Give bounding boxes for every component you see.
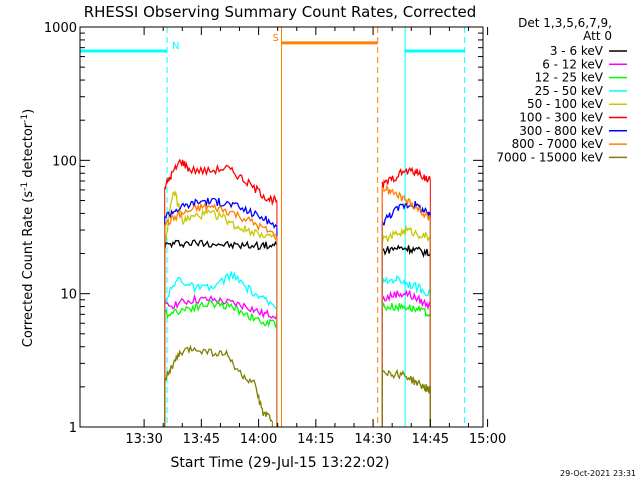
x-tick-label: 14:00: [240, 432, 277, 447]
y-tick-label: 1: [69, 421, 77, 436]
series-path: [164, 202, 278, 241]
plot-frame: [79, 26, 484, 428]
series-path: [381, 368, 431, 394]
y-label-sup2: -1: [20, 114, 30, 123]
series-path: [164, 190, 278, 243]
series-line: [164, 289, 431, 427]
legend-label: 6 - 12 keV: [542, 57, 604, 71]
flag-lines: [79, 27, 466, 427]
flag-label: S: [273, 33, 279, 44]
y-label-main: Corrected Count Rate (s: [21, 191, 36, 348]
series-path: [381, 244, 431, 259]
series-path: [381, 224, 431, 245]
y-label-end: ): [21, 109, 36, 114]
series-path: [164, 197, 278, 230]
y-label-mid: detector: [21, 122, 36, 182]
x-tick-label: 14:15: [297, 432, 334, 447]
y-tick-label: 1000: [44, 21, 77, 36]
legend-label: 25 - 50 keV: [535, 84, 604, 98]
series-path: [381, 289, 431, 311]
legend-label: 3 - 6 keV: [550, 44, 604, 58]
y-tick-label: 100: [52, 154, 77, 169]
x-tick-label: 13:45: [183, 432, 220, 447]
series-path: [381, 184, 431, 221]
x-tick-label: 13:30: [125, 432, 162, 447]
y-axis-label: Corrected Count Rate (s-1 detector-1): [20, 109, 36, 347]
series-path: [164, 293, 278, 320]
series-path: [381, 302, 431, 318]
series-path: [164, 239, 278, 251]
y-label-sup1: -1: [20, 182, 30, 191]
series-path: [164, 270, 278, 310]
x-tick-label: 15:00: [469, 432, 506, 447]
series-group: [164, 158, 431, 427]
x-tick-label: 14:45: [412, 432, 449, 447]
legend-label: 300 - 800 keV: [519, 124, 603, 138]
series-path: [164, 344, 273, 422]
series-path: [164, 158, 278, 206]
legend-header-line1: Det 1,3,5,6,7,9,: [518, 16, 612, 30]
series-line: [164, 344, 431, 427]
legend-label: 800 - 7000 keV: [512, 137, 604, 151]
timestamp: 29-Oct-2021 23:31: [560, 469, 636, 478]
flag-label: N: [172, 41, 179, 52]
y-axis: 1 10 100 1000: [44, 21, 483, 436]
series-path: [164, 299, 278, 329]
legend-header-line2: Att 0: [583, 29, 612, 43]
plot-area: NS: [79, 26, 484, 428]
legend-label: 100 - 300 keV: [519, 111, 603, 125]
legend-label: 50 - 100 keV: [527, 97, 604, 111]
series-path: [381, 200, 431, 226]
series-path: [381, 166, 431, 189]
y-tick-label: 10: [60, 288, 77, 303]
series-line: [164, 299, 431, 427]
x-tick-label: 14:30: [354, 432, 391, 447]
x-axis-label: Start Time (29-Jul-15 13:22:02): [170, 455, 389, 471]
series-path: [381, 274, 431, 297]
chart-title: RHESSI Observing Summary Count Rates, Co…: [84, 3, 477, 21]
x-axis: 13:30 13:45 14:00 14:15 14:30 14:45 15:00: [125, 27, 506, 447]
legend-label: 12 - 25 keV: [535, 71, 604, 85]
series-line: [164, 239, 431, 427]
series-line: [164, 197, 431, 427]
legend-label: 7000 - 15000 keV: [496, 150, 603, 164]
flag-bars: NS: [80, 33, 465, 53]
series-line: [164, 184, 431, 427]
